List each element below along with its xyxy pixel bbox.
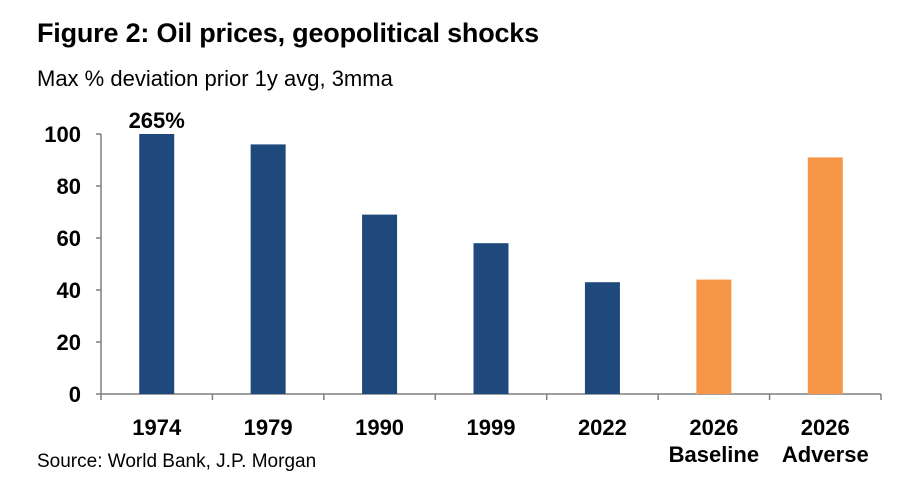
source-note: Source: World Bank, J.P. Morgan bbox=[37, 451, 317, 472]
y-tick-label: 40 bbox=[57, 278, 81, 303]
bar bbox=[139, 134, 175, 394]
x-tick-label: 1979 bbox=[244, 415, 293, 440]
bar bbox=[473, 243, 509, 394]
x-tick-label: 1990 bbox=[355, 415, 404, 440]
x-tick-label: 1974 bbox=[132, 415, 182, 440]
chart-subtitle: Max % deviation prior 1y avg, 3mma bbox=[37, 66, 393, 91]
y-tick-label: 20 bbox=[57, 330, 81, 355]
x-tick-label: Adverse bbox=[782, 442, 869, 467]
y-tick-label: 60 bbox=[57, 226, 81, 251]
chart-axes: 0 20 40 60 80 100 bbox=[44, 122, 882, 407]
bar bbox=[696, 279, 732, 394]
bar bbox=[807, 157, 843, 394]
x-tick-label: Baseline bbox=[669, 442, 760, 467]
bar-data-label: 265% bbox=[129, 108, 185, 133]
chart-bars bbox=[139, 134, 843, 394]
x-tick-label: 1999 bbox=[467, 415, 516, 440]
y-tick-label: 80 bbox=[57, 174, 81, 199]
x-tick-label: 2026 bbox=[689, 415, 738, 440]
bar bbox=[362, 214, 398, 394]
x-tick-label: 2026 bbox=[801, 415, 850, 440]
bar bbox=[250, 144, 286, 394]
x-tick-label: 2022 bbox=[578, 415, 627, 440]
bar bbox=[584, 282, 620, 394]
y-tick-label: 0 bbox=[69, 382, 81, 407]
chart-title: Figure 2: Oil prices, geopolitical shock… bbox=[37, 18, 539, 48]
y-tick-label: 100 bbox=[44, 122, 81, 147]
